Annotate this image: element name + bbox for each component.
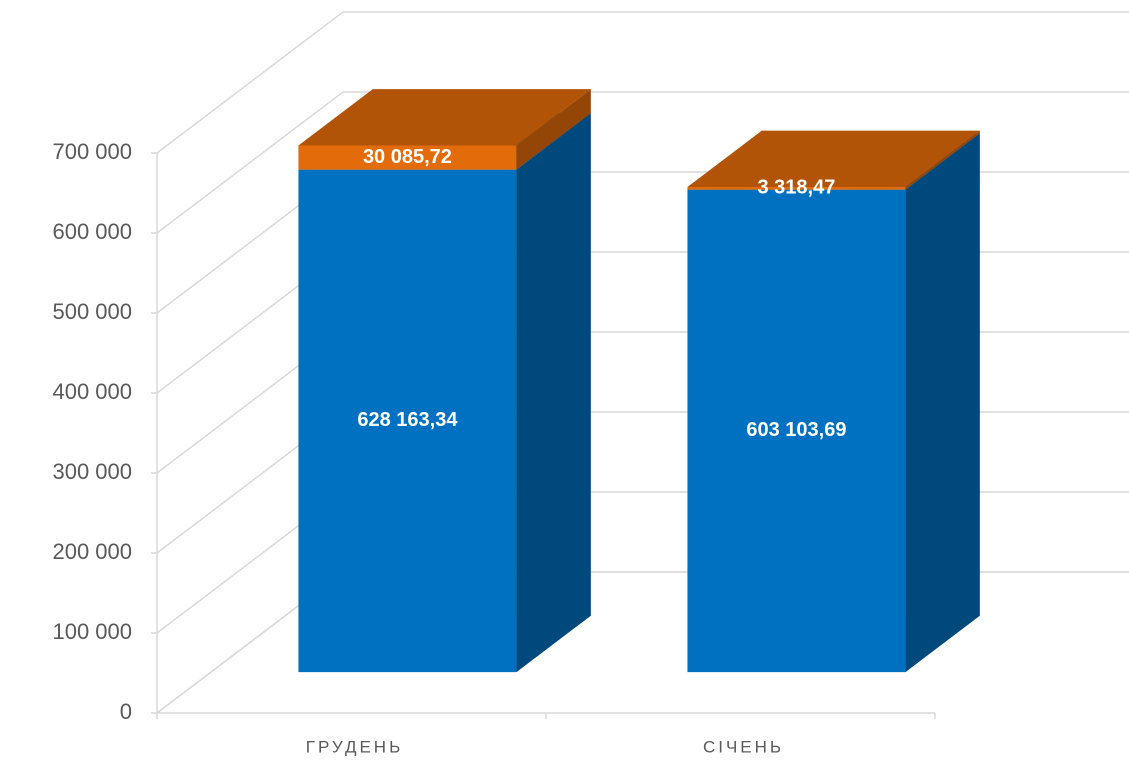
bar-front — [687, 186, 906, 190]
x-tick-label: ГРУДЕНЬ — [306, 737, 404, 756]
y-tick-label: 700 000 — [52, 139, 132, 164]
bar-side — [516, 89, 591, 170]
bar-front — [687, 189, 906, 673]
bar-front — [298, 169, 517, 673]
y-tick-label: 300 000 — [52, 459, 132, 484]
bar-front — [298, 145, 517, 170]
data-label: 628 163,34 — [357, 409, 458, 431]
bar-side — [516, 113, 591, 673]
bar-top — [687, 130, 980, 187]
y-tick-label: 600 000 — [52, 219, 132, 244]
bar-side — [905, 130, 980, 190]
x-tick-label: СІЧЕНЬ — [703, 737, 784, 756]
y-tick-label: 100 000 — [52, 619, 132, 644]
y-tick-label: 400 000 — [52, 379, 132, 404]
data-label: 603 103,69 — [746, 419, 846, 441]
bar-top — [298, 89, 591, 146]
y-tick-label: 0 — [120, 699, 132, 724]
y-tick-label: 500 000 — [52, 299, 132, 324]
data-label: 30 085,72 — [363, 146, 452, 168]
data-label: 3 318,47 — [758, 177, 836, 199]
y-tick-label: 200 000 — [52, 539, 132, 564]
bar-side — [905, 133, 980, 673]
grid-line — [156, 11, 1129, 154]
grid-line — [156, 91, 1129, 234]
